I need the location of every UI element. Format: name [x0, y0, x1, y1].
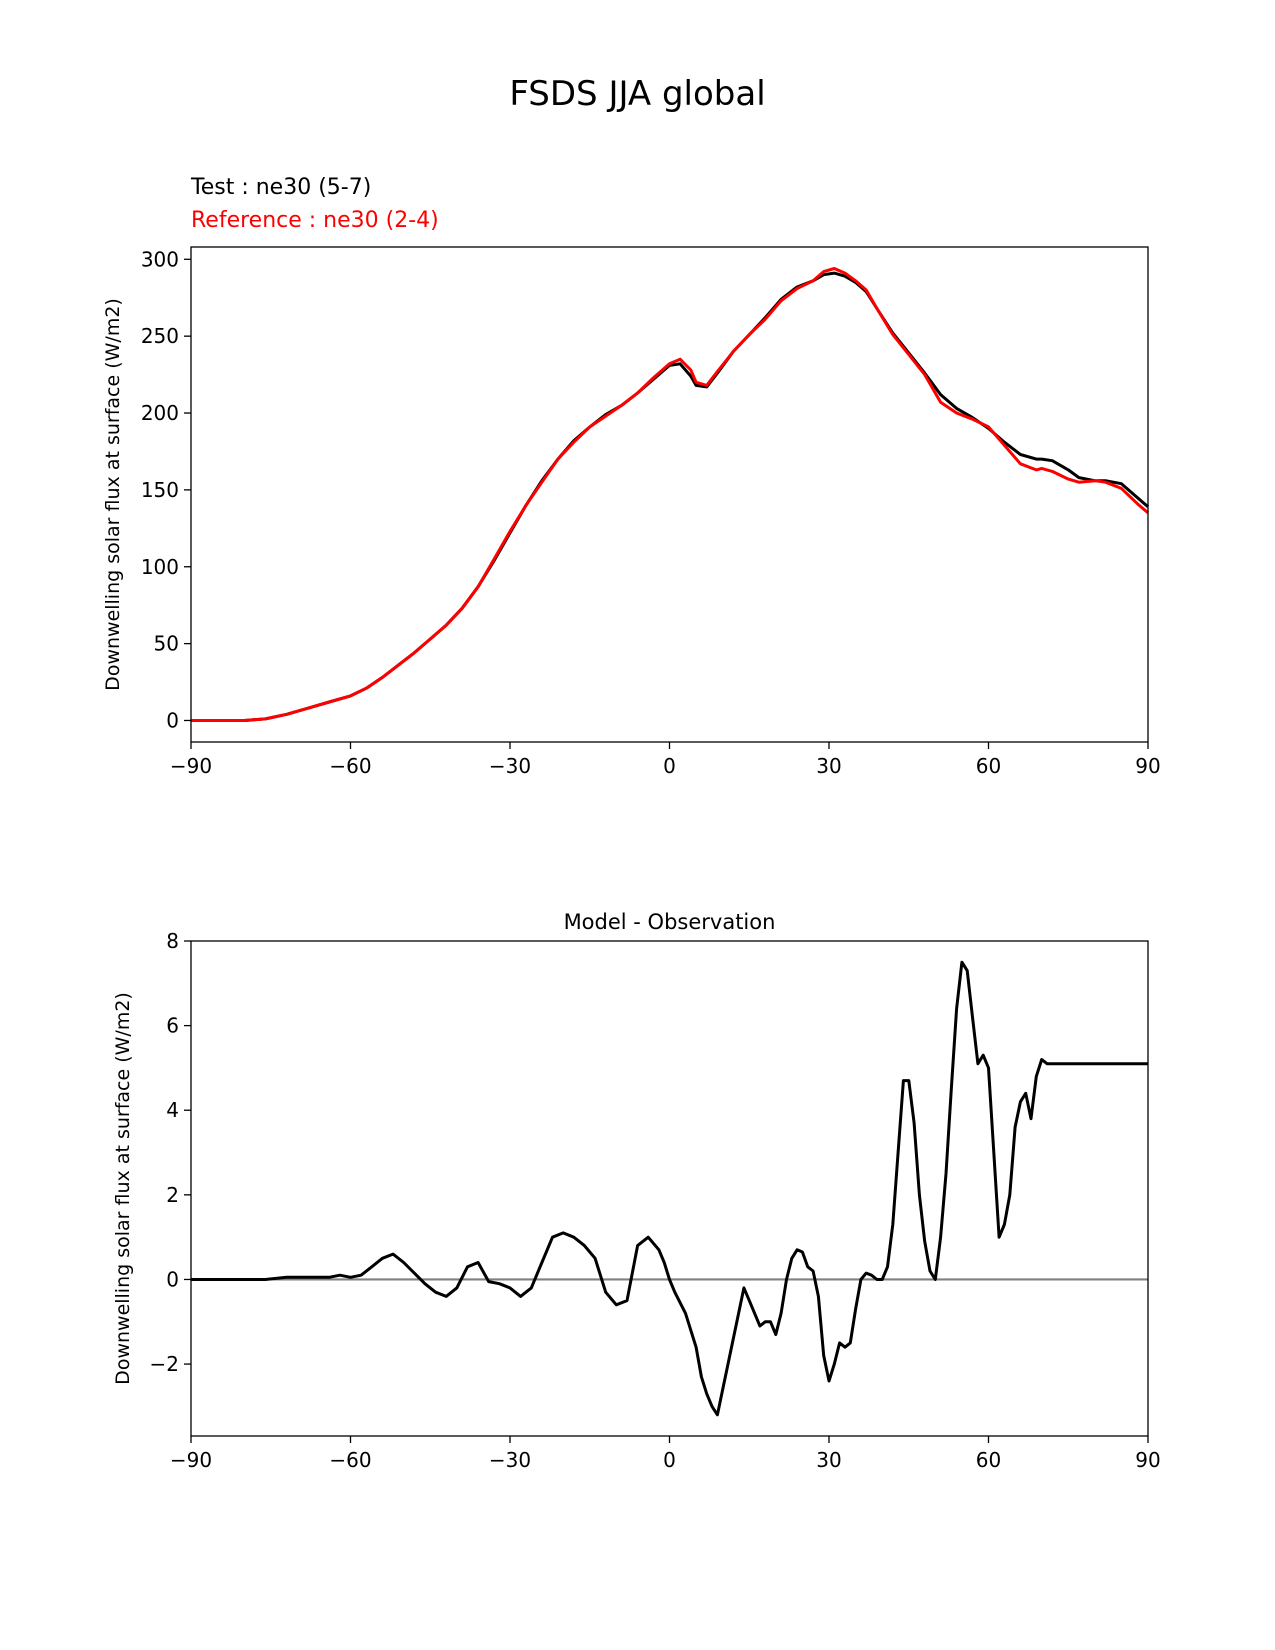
y-tick-label: 250	[141, 324, 179, 348]
y-tick-label: 50	[154, 632, 179, 656]
x-tick-label: 0	[663, 1448, 676, 1472]
x-tick-label: 30	[816, 1448, 841, 1472]
bottom-panel: −90 −60 −30 0 30 60 90 −2 0 2 4 6 8 Downwelling solar…	[112, 910, 1161, 1472]
x-tick-label: 30	[816, 754, 841, 778]
x-tick-label: 60	[976, 754, 1001, 778]
y-axis-label: Downwelling solar flux at surface (W/m2)	[102, 298, 124, 691]
series-line-1	[191, 271, 1149, 722]
x-tick-label: −30	[489, 1448, 531, 1472]
y-tick-label: 4	[166, 1098, 179, 1122]
x-tick-label: −60	[329, 754, 371, 778]
y-tick-label: 8	[166, 929, 179, 953]
panel-title: Model - Observation	[564, 910, 776, 934]
x-tick-label: −90	[170, 1448, 212, 1472]
reference-legend-label: Reference : ne30 (2-4)	[191, 208, 439, 233]
x-tick-label: 60	[976, 1448, 1001, 1472]
test-legend-label: Test : ne30 (5-7)	[191, 175, 372, 200]
plot-frame	[190, 246, 1149, 743]
x-tick-label: 90	[1135, 1448, 1160, 1472]
series-line-2	[191, 267, 1149, 722]
y-tick-label: 100	[141, 555, 179, 579]
y-tick-label: 300	[141, 247, 179, 271]
plot-frame	[190, 940, 1149, 1437]
y-axis-label: Downwelling solar flux at surface (W/m2)	[112, 992, 134, 1385]
y-tick-label: 0	[166, 708, 179, 732]
top-panel: −90 −60 −30 0 30 60 90 0 50 100 150 200 250 300 Downwe…	[102, 246, 1161, 778]
x-tick-label: −30	[489, 754, 531, 778]
y-tick-label: −2	[150, 1352, 179, 1376]
y-tick-label: 150	[141, 478, 179, 502]
x-tick-label: 0	[663, 754, 676, 778]
y-tick-label: 0	[166, 1267, 179, 1291]
x-tick-label: 90	[1135, 754, 1160, 778]
figure-title: FSDS JJA global	[509, 74, 766, 114]
y-tick-label: 6	[166, 1014, 179, 1038]
x-tick-label: −90	[170, 754, 212, 778]
y-tick-label: 2	[166, 1183, 179, 1207]
series-line-1	[191, 960, 1148, 1417]
y-tick-label: 200	[141, 401, 179, 425]
x-tick-label: −60	[329, 1448, 371, 1472]
